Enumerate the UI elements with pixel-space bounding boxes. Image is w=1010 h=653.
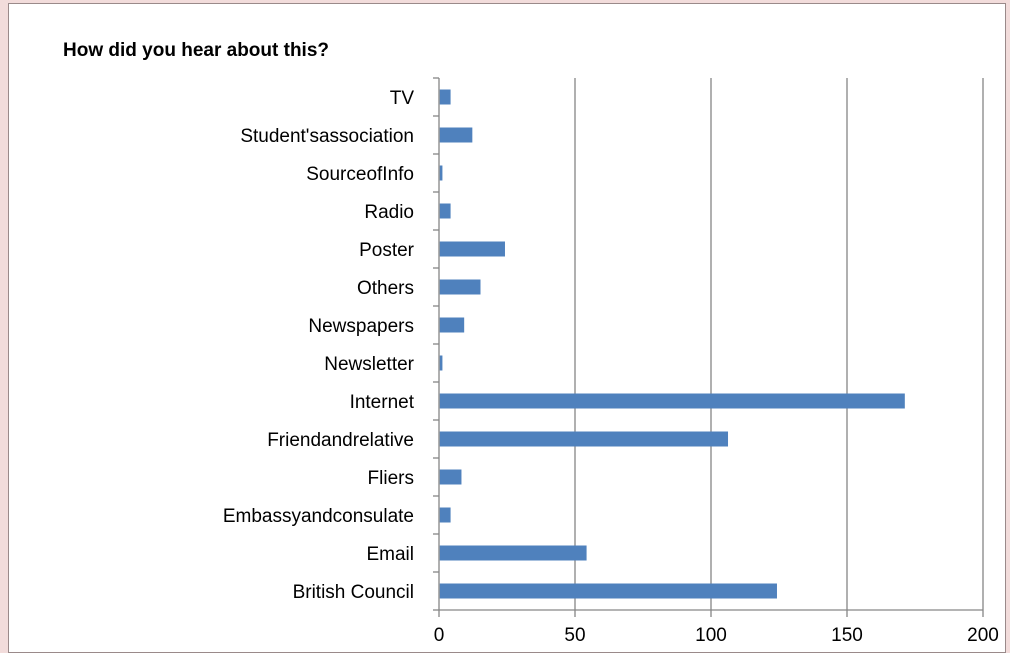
x-tick-label: 100: [695, 625, 727, 646]
category-label: Friendandrelative: [267, 430, 414, 451]
category-label: Embassyandconsulate: [223, 506, 414, 527]
x-tick-label: 200: [967, 625, 999, 646]
bar: [439, 127, 473, 143]
category-label: Others: [357, 278, 414, 299]
category-label: Internet: [350, 392, 415, 413]
category-label: Newspapers: [308, 316, 414, 337]
bar: [439, 469, 462, 485]
x-tick-label: 150: [831, 625, 863, 646]
bars: [439, 89, 905, 599]
chart-panel: How did you hear about this? TV Student's…: [8, 3, 1006, 653]
bar: [439, 507, 451, 523]
bar: [439, 355, 443, 371]
category-label: Newsletter: [324, 354, 414, 375]
bar: [439, 431, 729, 447]
bar: [439, 241, 505, 257]
category-label: TV: [390, 88, 415, 109]
category-label: SourceofInfo: [306, 164, 414, 185]
chart-title: How did you hear about this?: [63, 40, 329, 61]
bar: [439, 165, 443, 181]
grid-lines: [574, 78, 984, 610]
category-label: British Council: [293, 582, 414, 603]
category-label: Fliers: [368, 468, 414, 489]
category-labels: TV Student'sassociation SourceofInfo Radio P…: [223, 88, 415, 603]
bar: [439, 393, 905, 409]
x-tick-label: 50: [564, 625, 585, 646]
bar: [439, 317, 465, 333]
bar: [439, 279, 481, 295]
bar: [439, 583, 777, 599]
tick-labels: 0 50 100 150 200: [434, 625, 999, 646]
category-label: Email: [366, 544, 414, 565]
category-label: Poster: [359, 240, 415, 261]
x-tick-label: 0: [434, 625, 445, 646]
category-label: Student'sassociation: [240, 126, 414, 147]
bar-chart: How did you hear about this? TV Student's…: [63, 40, 999, 646]
axes: [433, 77, 984, 617]
bar: [439, 203, 451, 219]
bar: [439, 89, 451, 105]
category-label: Radio: [364, 202, 414, 223]
bar: [439, 545, 587, 561]
